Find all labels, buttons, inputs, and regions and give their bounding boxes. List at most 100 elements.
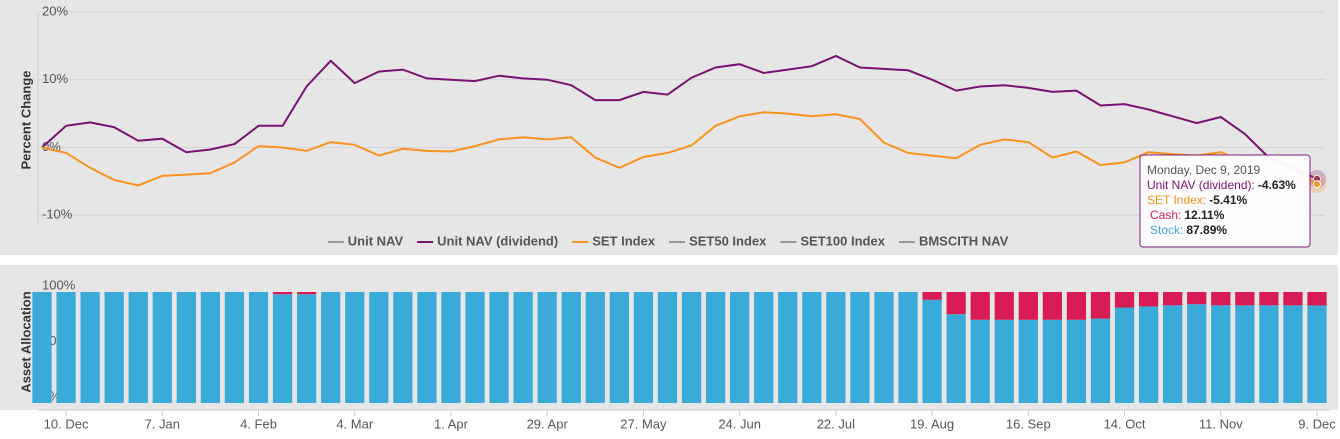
bar-segment: [585, 292, 605, 403]
bar-segment: [297, 292, 317, 295]
tooltip-label: Stock:: [1150, 223, 1183, 237]
x-tick-label: 4. Feb: [240, 416, 277, 431]
bar-segment: [272, 294, 293, 403]
point-marker: [1313, 180, 1321, 189]
y-tick-label: -10%: [42, 207, 73, 222]
legend-label: SET100 Index: [800, 233, 885, 248]
bar-segment: [874, 292, 894, 403]
bar-segment: [1307, 305, 1327, 403]
bar-segment: [1307, 292, 1327, 306]
tooltip-box: [1139, 154, 1311, 248]
x-tick-label: 11. Nov: [1199, 416, 1243, 431]
series-line: [41, 54, 1318, 180]
legend-label: SET Index: [592, 233, 656, 248]
bar-segment: [922, 292, 942, 300]
series-line: [41, 111, 1318, 187]
bar-segment: [778, 292, 798, 403]
legend-item: SET Index: [572, 233, 656, 248]
bar-segment: [537, 292, 557, 403]
x-tick-label: 10. Dec: [44, 416, 89, 431]
bar-segment: [730, 292, 750, 403]
bar-segment: [1211, 292, 1231, 306]
tooltip-value: -4.63%: [1258, 178, 1296, 192]
legend-item: Unit NAV (dividend): [417, 233, 558, 248]
bar-segment: [1235, 305, 1255, 403]
x-tick-label: 14. Oct: [1104, 416, 1146, 431]
legend-item: SET50 Index: [669, 233, 767, 248]
legend-label: Unit NAV (dividend): [437, 233, 558, 248]
bar-segment: [176, 292, 196, 403]
bar-segment: [272, 292, 293, 295]
top-pane-background: [0, 0, 1338, 255]
bar-segment: [417, 292, 437, 403]
bar-segment: [80, 292, 100, 403]
bar-segment: [152, 292, 172, 403]
x-tick-label: 1. Apr: [434, 416, 469, 431]
bar-segment: [898, 292, 918, 403]
bar-segment: [104, 292, 124, 403]
bar-segment: [1163, 305, 1183, 403]
bar-segment: [369, 292, 389, 403]
bar-segment: [321, 292, 341, 403]
x-tick-label: 19. Aug: [910, 416, 954, 431]
legend-item: Unit NAV: [327, 233, 404, 248]
bar-segment: [826, 292, 846, 403]
legend-label: Unit NAV: [348, 233, 404, 248]
bar-segment: [609, 292, 629, 403]
bar-segment: [224, 292, 245, 403]
bar-segment: [1259, 292, 1279, 306]
bar-segment: [1283, 292, 1303, 306]
bar-segment: [489, 292, 509, 403]
bar-segment: [1211, 305, 1231, 403]
bar-segment: [1138, 306, 1159, 403]
tooltip-label: SET Index:: [1147, 193, 1206, 207]
bar-segment: [705, 292, 726, 403]
bar-segment: [128, 292, 148, 403]
x-tick-label: 16. Sep: [1006, 416, 1051, 431]
tooltip-value: 12.11%: [1184, 208, 1224, 222]
y-tick-label: 100%: [42, 277, 76, 292]
legend-label: BMSCITH NAV: [919, 233, 1009, 248]
bar-segment: [994, 319, 1014, 403]
bar-segment: [850, 292, 870, 403]
legend-item: SET100 Index: [780, 233, 886, 248]
tooltip-value: 87.89%: [1186, 223, 1227, 237]
bar-segment: [345, 292, 365, 403]
bar-segment: [657, 292, 678, 403]
bar-segment: [1163, 292, 1183, 306]
bar-segment: [248, 292, 269, 403]
bar-segment: [1066, 292, 1087, 320]
x-tick-label: 22. Jul: [817, 416, 855, 431]
legend-item: BMSCITH NAV: [898, 233, 1009, 248]
y-tick-label: 10%: [42, 71, 68, 86]
bar-segment: [681, 292, 702, 403]
tooltip-row: Stock: 87.89%: [1150, 223, 1227, 237]
bar-segment: [200, 292, 221, 403]
bar-segment: [1090, 318, 1111, 403]
tooltip-label: Cash:: [1150, 208, 1181, 222]
x-tick-label: 9. Dec: [1298, 416, 1336, 431]
legend-label: SET50 Index: [689, 233, 767, 248]
y-tick-label: 20%: [42, 3, 68, 18]
bar-segment: [970, 319, 990, 403]
bar-segment: [561, 292, 581, 403]
bar-segment: [56, 292, 76, 403]
bar-segment: [970, 292, 990, 320]
bar-segment: [1259, 305, 1279, 403]
bar-segment: [1138, 292, 1159, 307]
bar-segment: [32, 292, 52, 403]
y-axis-title: Asset Allocation: [18, 291, 33, 392]
bar-segment: [1114, 307, 1135, 403]
bar-segment: [465, 292, 485, 403]
tooltip-label: Unit NAV (dividend):: [1147, 178, 1255, 192]
bar-segment: [297, 294, 317, 403]
y-axis-title: Percent Change: [18, 71, 33, 170]
bar-segment: [1283, 305, 1303, 403]
bar-segment: [1042, 292, 1062, 320]
tooltip-row: Cash: 12.11%: [1150, 208, 1225, 222]
bar-segment: [1018, 319, 1038, 403]
bar-segment: [802, 292, 822, 403]
bar-segment: [754, 292, 774, 403]
x-tick-label: 7. Jan: [145, 416, 180, 431]
